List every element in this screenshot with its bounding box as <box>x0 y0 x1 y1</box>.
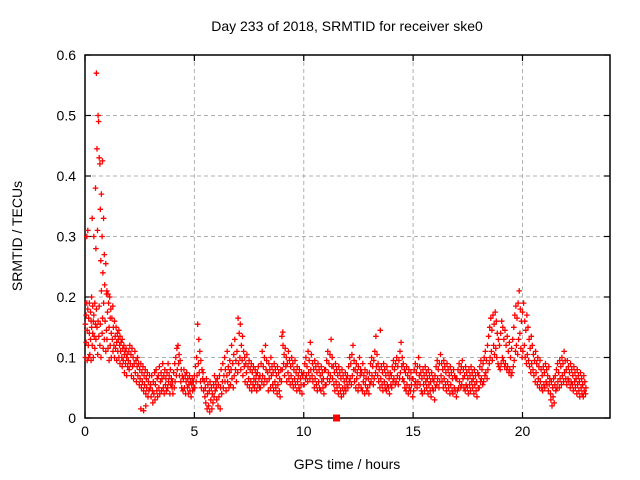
y-tick-label: 0.4 <box>57 168 77 184</box>
x-axis-label: GPS time / hours <box>294 456 401 472</box>
x-tick-label: 10 <box>296 423 312 439</box>
y-tick-label: 0.5 <box>57 108 77 124</box>
tick-labels: 0 5 10 15 20 0 0.1 0.2 0.3 0.4 0.5 0.6 <box>57 47 531 439</box>
scatter-plus-markers <box>82 70 589 415</box>
y-tick-label: 0 <box>68 410 76 426</box>
data-points <box>82 70 589 422</box>
x-tick-label: 0 <box>81 423 89 439</box>
x-tick-label: 5 <box>190 423 198 439</box>
y-tick-label: 0.6 <box>57 47 77 63</box>
y-tick-label: 0.2 <box>57 289 77 305</box>
y-tick-label: 0.3 <box>57 229 77 245</box>
x-tick-label: 20 <box>515 423 531 439</box>
y-axis-label: SRMTID / TECUs <box>9 181 25 291</box>
y-tick-label: 0.1 <box>57 350 77 366</box>
chart-title: Day 233 of 2018, SRMTID for receiver ske… <box>211 18 483 34</box>
flag-square-marker <box>333 414 341 422</box>
x-tick-label: 15 <box>405 423 421 439</box>
